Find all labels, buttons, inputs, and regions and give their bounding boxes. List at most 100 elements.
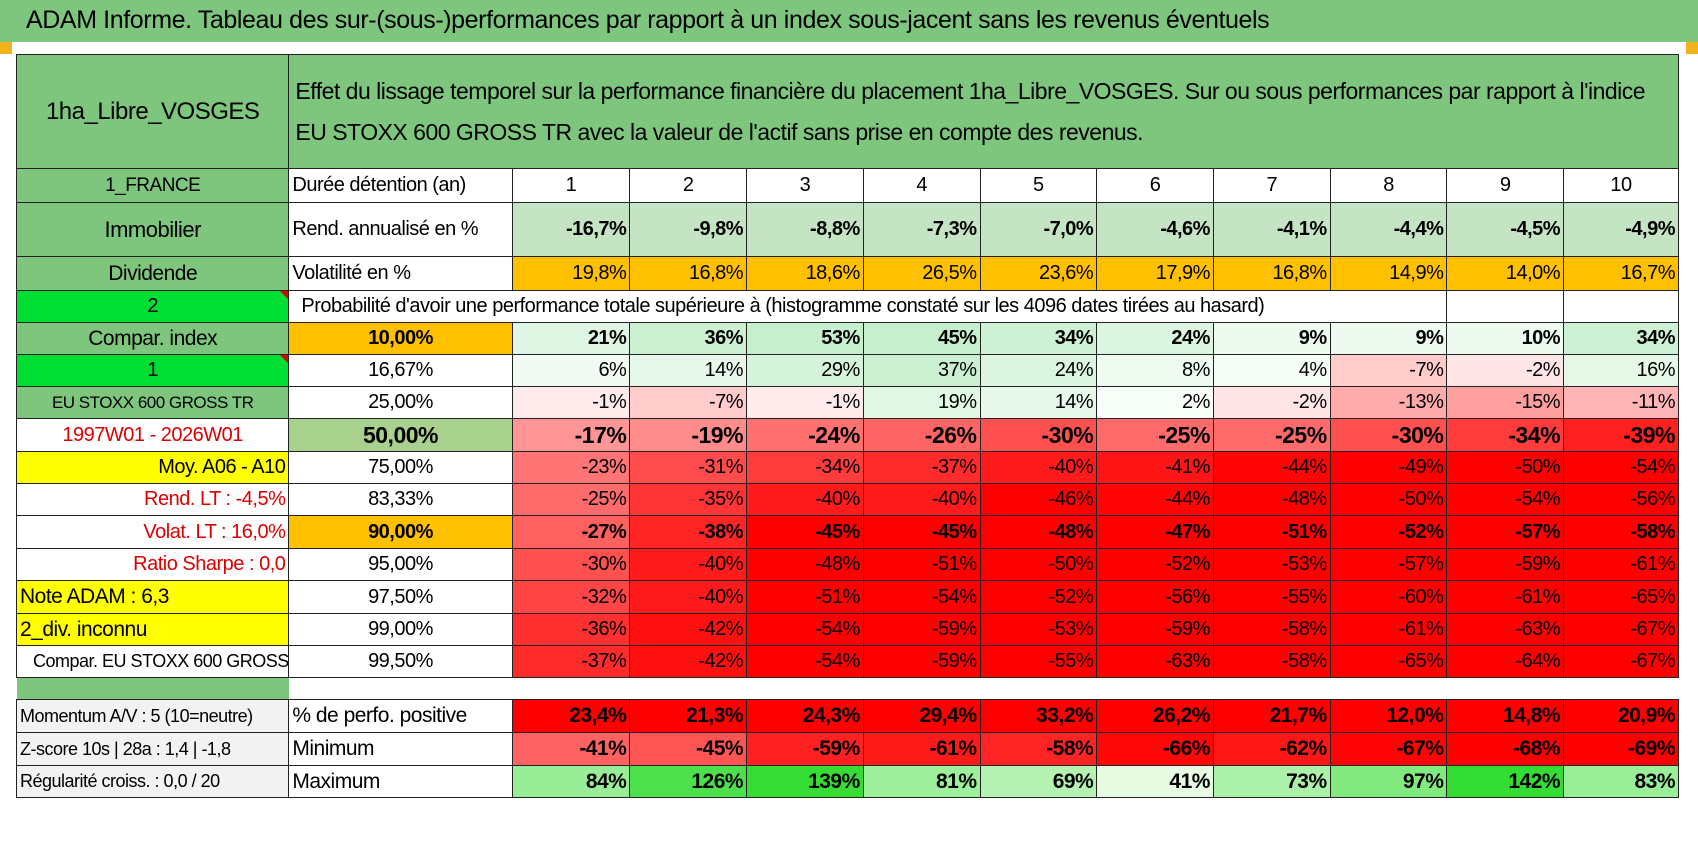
- percentile-cell: 99,50%: [288, 645, 513, 678]
- percentile-value-cell: -47%: [1096, 515, 1214, 549]
- index-name-cell[interactable]: EU STOXX 600 GROSS TR: [15, 386, 290, 419]
- percentile-value-cell: -49%: [1329, 451, 1448, 484]
- option-b-cell[interactable]: 1: [15, 354, 290, 387]
- percentile-value-cell: -56%: [1563, 483, 1679, 516]
- percentile-value-cell: 9%: [1212, 322, 1331, 355]
- moy-cell: Moy. A06 - A10: [15, 451, 290, 484]
- percentile-value-cell: -53%: [979, 613, 1098, 646]
- percentile-value-cell: -37%: [862, 451, 981, 484]
- percentile-value-cell: -55%: [1212, 580, 1331, 614]
- compar-index-cell[interactable]: Compar. index: [15, 322, 290, 355]
- year-header-cell: 10: [1563, 168, 1679, 203]
- year-header-cell: 2: [629, 168, 748, 203]
- percentile-value-cell: -50%: [979, 548, 1098, 581]
- percentile-value-cell: -44%: [1212, 451, 1331, 484]
- pos-value-cell: 29,4%: [862, 699, 981, 733]
- pct-row: 1 16,67% 6% 14% 29% 37% 24% 8% 4% -7% -2% 16%: [15, 354, 1679, 387]
- vol-value-cell: 26,5%: [862, 256, 981, 291]
- percentile-value-cell: -56%: [1096, 580, 1214, 614]
- year-header-cell: 8: [1329, 168, 1448, 203]
- pct-row: 1997W01 - 2026W01 50,00% -17% -19% -24% -26%…: [15, 418, 1679, 452]
- percentile-value-cell: 29%: [746, 354, 864, 387]
- rend-lt-cell: Rend. LT : -4,5%: [15, 483, 290, 516]
- min-value-cell: -62%: [1212, 732, 1331, 766]
- fund-name-cell[interactable]: 1ha_Libre_VOSGES: [15, 54, 290, 169]
- percentile-value-cell: -59%: [862, 645, 981, 678]
- dividend-cell[interactable]: Dividende: [15, 256, 290, 291]
- max-value-cell: 84%: [511, 765, 631, 798]
- percentile-value-cell: -25%: [511, 483, 631, 516]
- percentile-value-cell: 14%: [629, 354, 748, 387]
- volat-lt-cell: Volat. LT : 16,0%: [15, 515, 290, 549]
- percentile-value-cell: -36%: [511, 613, 631, 646]
- year-header-cell: 9: [1446, 168, 1565, 203]
- pos-value-cell: 12,0%: [1329, 699, 1448, 733]
- percentile-value-cell: -30%: [511, 548, 631, 581]
- percentile-cell: 83,33%: [288, 483, 513, 516]
- year-header-cell: 5: [979, 168, 1098, 203]
- zscore-cell: Z-score 10s | 28a : 1,4 | -1,8: [15, 732, 290, 766]
- percentile-value-cell: -58%: [1563, 515, 1679, 549]
- percentile-value-cell: 10%: [1446, 322, 1565, 355]
- regularite-cell: Régularité croiss. : 0,0 / 20: [15, 765, 290, 798]
- pos-row: Momentum A/V : 5 (10=neutre) % de perfo.…: [15, 699, 1679, 733]
- percentile-value-cell: -38%: [629, 515, 748, 549]
- percentile-value-cell: -26%: [862, 418, 981, 452]
- rend-value-cell: -4,6%: [1096, 202, 1214, 257]
- pos-value-cell: 20,9%: [1563, 699, 1679, 733]
- percentile-value-cell: -40%: [746, 483, 864, 516]
- period-cell[interactable]: 1997W01 - 2026W01: [15, 418, 290, 452]
- rend-value-cell: -16,7%: [511, 202, 631, 257]
- percentile-value-cell: -52%: [979, 580, 1098, 614]
- report-title-bar: ADAM Informe. Tableau des sur-(sous-)per…: [0, 0, 1698, 44]
- vol-value-cell: 16,8%: [629, 256, 748, 291]
- percentile-value-cell: -58%: [1212, 613, 1331, 646]
- percentile-value-cell: -34%: [1446, 418, 1565, 452]
- left-corner-marker: [0, 42, 12, 54]
- pct-row: Note ADAM : 6,3 97,50% -32% -40% -51% -54% -5…: [15, 580, 1679, 614]
- percentile-cell: 97,50%: [288, 580, 513, 614]
- percentile-value-cell: 24%: [979, 354, 1098, 387]
- right-corner-marker: [1686, 42, 1698, 54]
- rend-value-cell: -8,8%: [746, 202, 864, 257]
- percentile-value-cell: -40%: [862, 483, 981, 516]
- percentile-value-cell: -40%: [629, 580, 748, 614]
- rend-label: Rend. annualisé en %: [288, 202, 513, 257]
- percentile-cell: 50,00%: [288, 418, 513, 452]
- percentile-value-cell: 24%: [1096, 322, 1214, 355]
- proba-row: 2 Probabilité d'avoir une performance to…: [15, 290, 1679, 323]
- percentile-value-cell: -61%: [1563, 548, 1679, 581]
- note-cell: Note ADAM : 6,3: [15, 580, 290, 614]
- asset-class-cell[interactable]: Immobilier: [15, 202, 290, 257]
- vol-row: Dividende Volatilité en % 19,8% 16,8% 18,6…: [15, 256, 1679, 291]
- percentile-value-cell: -51%: [1212, 515, 1331, 549]
- percentile-value-cell: -51%: [862, 548, 981, 581]
- percentile-cell: 95,00%: [288, 548, 513, 581]
- percentile-value-cell: -19%: [629, 418, 748, 452]
- percentile-value-cell: 6%: [511, 354, 631, 387]
- pct-row: EU STOXX 600 GROSS TR 25,00% -1% -7% -1% 19%…: [15, 386, 1679, 419]
- percentile-value-cell: -39%: [1563, 418, 1679, 452]
- rend-value-cell: -4,4%: [1329, 202, 1448, 257]
- percentile-value-cell: -1%: [746, 386, 864, 419]
- percentile-value-cell: 16%: [1563, 354, 1679, 387]
- rend-value-cell: -7,3%: [862, 202, 981, 257]
- percentile-cell: 16,67%: [288, 354, 513, 387]
- pct-row: Moy. A06 - A10 75,00% -23% -31% -34% -37% -40…: [15, 451, 1679, 484]
- percentile-value-cell: -30%: [979, 418, 1098, 452]
- vol-value-cell: 14,0%: [1446, 256, 1565, 291]
- option-a-cell[interactable]: 2: [15, 290, 290, 323]
- report-title: ADAM Informe. Tableau des sur-(sous-)per…: [26, 6, 1270, 34]
- max-value-cell: 97%: [1329, 765, 1448, 798]
- percentile-value-cell: -45%: [746, 515, 864, 549]
- country-cell[interactable]: 1_FRANCE: [15, 168, 290, 203]
- min-value-cell: -68%: [1446, 732, 1565, 766]
- percentile-value-cell: -54%: [1563, 451, 1679, 484]
- percentile-value-cell: 9%: [1329, 322, 1448, 355]
- percentile-value-cell: -48%: [979, 515, 1098, 549]
- percentile-value-cell: -30%: [1329, 418, 1448, 452]
- proba-label: Probabilité d'avoir une performance tota…: [288, 290, 1448, 323]
- percentile-value-cell: -59%: [1446, 548, 1565, 581]
- separator-row: [16, 677, 1679, 700]
